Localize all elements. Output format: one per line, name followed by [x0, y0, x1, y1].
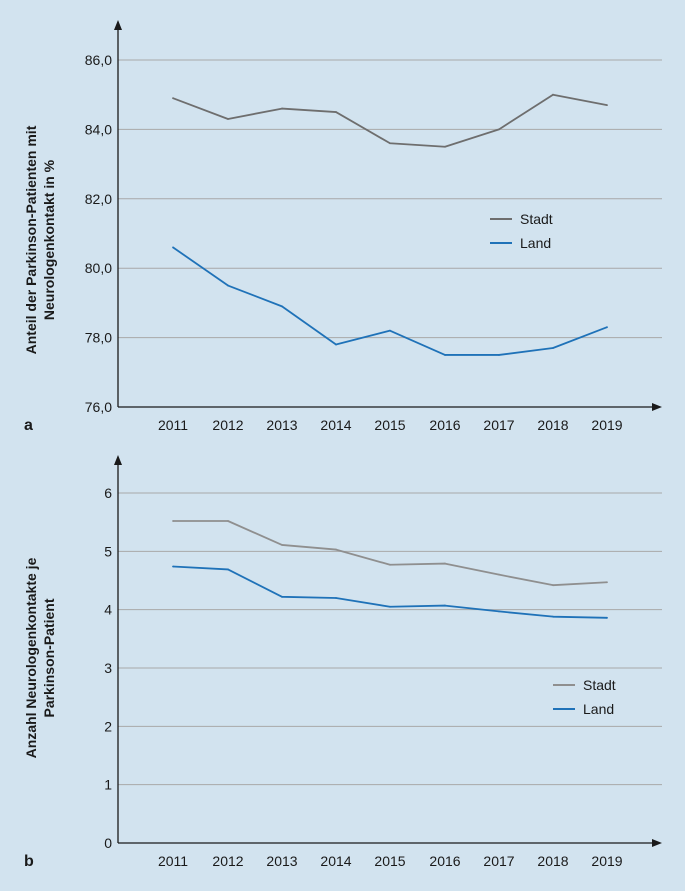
data-point-land — [444, 354, 446, 356]
series-line-stadt — [172, 93, 608, 148]
y-tick-label: 4 — [104, 602, 112, 618]
x-tick-label: 2018 — [537, 853, 568, 869]
y-tick-label: 86,0 — [85, 52, 112, 68]
data-point-stadt — [172, 97, 174, 100]
y-tick-label: 2 — [104, 718, 112, 734]
y-tick-label: 6 — [104, 485, 112, 501]
x-tick-label: 2011 — [158, 417, 188, 433]
data-point-land — [172, 246, 174, 249]
y-tick-label: 0 — [104, 835, 112, 851]
data-point-land — [281, 595, 283, 598]
x-tick-label: 2018 — [537, 417, 568, 433]
legend-label-land: Land — [583, 701, 614, 717]
data-point-land — [444, 604, 446, 607]
data-point-land — [606, 326, 608, 329]
data-point-land — [335, 597, 337, 599]
chart-panel-a: 76,0 78,0 80,0 82,0 84,0 86,0 2011 2012 2013 2014… — [23, 20, 662, 434]
x-tick-label: 2017 — [483, 853, 514, 869]
y-axis-label-line: Anzahl Neurologenkontakte je — [23, 557, 39, 758]
data-point-land — [606, 616, 608, 619]
data-point-land — [281, 305, 283, 308]
x-tick-label: 2017 — [483, 417, 514, 433]
y-tick-label: 78,0 — [85, 330, 112, 346]
y-tick-label: 76,0 — [85, 399, 112, 415]
y-tick-label: 3 — [104, 660, 112, 676]
data-point-stadt — [552, 93, 554, 96]
data-point-land — [498, 610, 500, 613]
data-point-stadt — [606, 104, 608, 107]
x-tick-label: 2012 — [212, 417, 243, 433]
x-axis-arrow — [652, 839, 662, 847]
x-tick-label: 2014 — [320, 853, 351, 869]
data-point-stadt — [335, 111, 337, 113]
y-tick-label: 82,0 — [85, 191, 112, 207]
x-tick-label: 2011 — [158, 853, 188, 869]
data-point-stadt — [281, 544, 283, 546]
x-tick-label: 2016 — [429, 853, 460, 869]
data-point-stadt — [389, 142, 391, 145]
y-tick-label: 84,0 — [85, 121, 112, 137]
data-point-stadt — [227, 520, 229, 522]
data-point-land — [227, 568, 229, 571]
x-tick-label: 2019 — [591, 853, 622, 869]
data-point-land — [552, 347, 554, 349]
x-tick-label: 2015 — [374, 417, 405, 433]
legend-label-land: Land — [520, 235, 551, 251]
legend-label-stadt: Stadt — [583, 677, 616, 693]
y-axis-arrow — [114, 455, 122, 465]
x-tick-label: 2013 — [266, 853, 297, 869]
data-point-land — [552, 615, 554, 618]
chart-panel-b: 0 1 2 3 4 5 6 2011 2012 2013 2014 2015 2016 2017 2018 2… — [23, 455, 662, 870]
x-tick-label: 2015 — [374, 853, 405, 869]
data-point-stadt — [552, 584, 554, 587]
data-point-stadt — [444, 145, 446, 148]
data-point-stadt — [389, 563, 391, 566]
data-point-land — [498, 354, 500, 356]
data-point-stadt — [498, 128, 500, 131]
x-axis-arrow — [652, 403, 662, 411]
panel-label: a — [24, 417, 33, 434]
y-tick-label: 5 — [104, 543, 112, 559]
x-tick-label: 2019 — [591, 417, 622, 433]
data-point-land — [335, 343, 337, 346]
y-axis-arrow — [114, 20, 122, 30]
y-axis-label-line: Parkinson-Patient — [41, 598, 57, 717]
legend-label-stadt: Stadt — [520, 211, 553, 227]
x-tick-label: 2013 — [266, 417, 297, 433]
data-point-stadt — [606, 581, 608, 584]
data-point-stadt — [335, 548, 337, 551]
y-axis-label-line: Neurologenkontakt in % — [41, 159, 57, 320]
data-point-stadt — [498, 573, 500, 576]
panel-label: b — [24, 853, 34, 870]
data-point-stadt — [227, 118, 229, 120]
data-point-land — [389, 605, 391, 608]
data-point-stadt — [444, 562, 446, 565]
y-tick-label: 1 — [104, 777, 112, 793]
x-tick-label: 2012 — [212, 853, 243, 869]
y-tick-label: 80,0 — [85, 260, 112, 276]
series-line-land — [172, 246, 608, 356]
y-axis-label: Anzahl Neurologenkontakte je Parkinson-Pa… — [23, 557, 57, 758]
data-point-land — [389, 329, 391, 332]
data-point-stadt — [281, 107, 283, 110]
data-point-stadt — [172, 520, 174, 522]
y-axis-label: Anteil der Parkinson-Patienten mit Neurol… — [23, 125, 57, 354]
data-point-land — [227, 284, 229, 287]
x-tick-label: 2014 — [320, 417, 351, 433]
y-axis-label-line: Anteil der Parkinson-Patienten mit — [23, 125, 39, 354]
x-tick-label: 2016 — [429, 417, 460, 433]
data-point-land — [172, 565, 174, 568]
